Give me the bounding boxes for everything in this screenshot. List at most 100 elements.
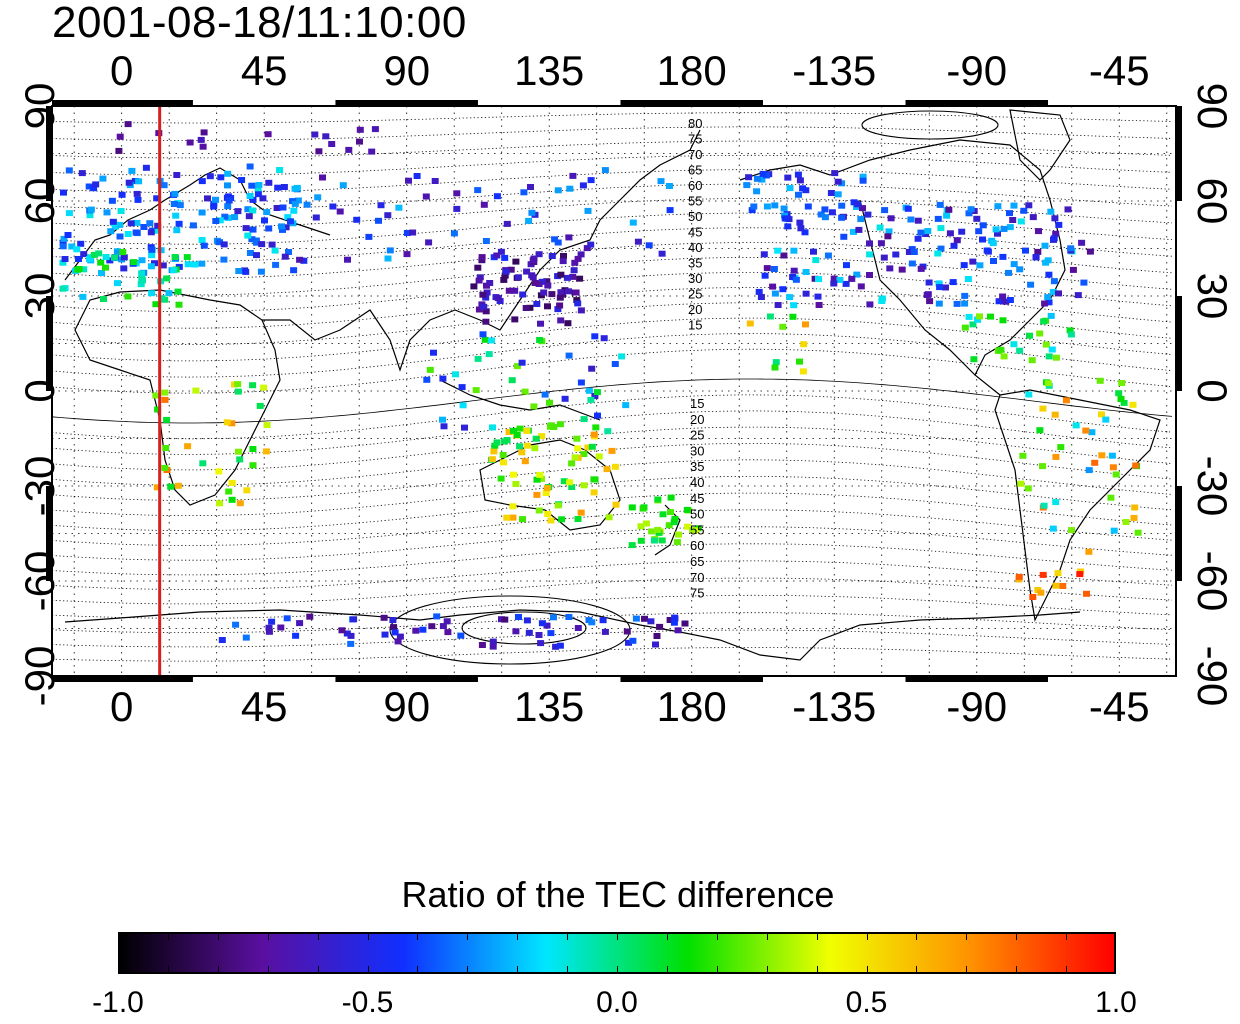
tec-pixel [61,256,69,262]
tec-pixel [137,281,145,288]
tec-pixel [790,267,798,274]
tec-pixel [753,188,761,195]
tec-pixel [1039,405,1047,412]
tec-pixel [450,230,458,237]
tec-pixel [315,148,323,155]
tec-pixel [268,618,276,625]
tec-pixel [561,395,569,402]
tec-pixel [505,429,513,435]
tec-pixel [595,453,603,460]
tec-pixel [523,617,531,624]
tec-pixel [748,207,756,214]
tec-pixel [127,220,135,227]
contour-line [51,183,1173,211]
tec-pixel [994,230,1001,237]
tec-pixel [521,388,529,395]
tec-pixel [493,252,501,259]
colorbar-minor-tick [816,932,818,940]
tec-pixel [470,283,478,290]
tec-pixel [262,448,270,455]
tec-pixel [543,485,551,492]
tec-pixel [59,259,67,266]
tec-pixel [124,231,132,237]
tec-pixel [98,270,105,276]
tec-pixel [557,271,565,278]
tec-pixel [368,148,376,155]
tec-pixel [584,444,592,451]
tec-pixel [68,243,76,250]
tec-pixel [403,251,411,258]
tec-pixel [475,306,483,313]
tec-pixel [628,542,636,549]
tec-pixel [1006,224,1014,231]
tec-pixel [950,242,958,249]
tec-pixel [531,280,539,286]
contour-label: 45 [688,225,702,240]
contour-line [51,333,1173,378]
tec-pixel [937,225,945,232]
tec-pixel [132,229,140,236]
tec-pixel [577,379,585,386]
tec-pixel [249,196,257,203]
tec-pixel [656,623,664,630]
tec-pixel [482,318,490,325]
tec-pixel [824,252,832,259]
tec-pixel [580,416,588,423]
tec-pixel [245,213,253,220]
tec-pixel [850,228,857,235]
tec-pixel [485,351,493,358]
tec-pixel [224,193,232,200]
tec-pixel [282,224,290,231]
tec-pixel [249,382,257,389]
frame-tick-bar [620,676,763,682]
tec-pixel [771,364,779,371]
tec-pixel [224,203,232,210]
right-latitude-label: -90 [1189,645,1236,707]
tec-pixel [431,178,439,184]
tec-pixel [675,531,682,538]
tec-pixel [453,190,461,197]
tec-pixel [1052,354,1060,361]
tec-pixel [758,176,766,183]
tec-pixel [1051,411,1059,418]
frame-tick-bar [1176,296,1182,391]
tec-pixel [235,448,242,455]
tec-pixel [80,251,88,258]
tec-pixel [478,642,486,648]
tec-pixel [552,643,560,650]
tec-pixel [526,304,534,311]
tec-pixel [658,537,666,544]
tec-pixel [1039,463,1046,470]
tec-pixel [924,291,932,298]
tec-pixel [654,526,662,533]
tec-pixel [547,517,555,524]
contour-label: 50 [688,209,702,224]
tec-pixel [815,276,822,283]
tec-pixel [1000,353,1008,360]
tec-pixel [480,201,488,208]
tec-pixel [133,190,141,197]
tec-pixel [291,185,299,192]
tec-pixel [218,637,226,643]
tec-pixel [645,242,653,249]
tec-pixel [559,258,567,265]
tec-pixel [124,121,132,128]
tec-pixel [92,181,100,188]
tec-pixel [789,274,797,280]
tec-pixel [284,214,292,221]
tec-pixel [1042,341,1050,348]
tec-pixel [554,187,562,194]
tec-pixel [605,514,613,521]
tec-pixel [501,616,509,623]
tec-pixel [1019,452,1027,459]
bottom-longitude-label: -45 [1088,683,1150,730]
tec-pixel [518,359,526,366]
tec-pixel [489,643,497,650]
tec-pixel [574,255,582,262]
tec-pixel [571,259,579,266]
tec-pixel [771,202,779,209]
left-latitude-label: -60 [16,550,63,612]
colorbar-minor-tick [267,966,269,974]
tec-pixel [513,432,521,438]
bottom-longitude-label: 0 [109,683,134,730]
